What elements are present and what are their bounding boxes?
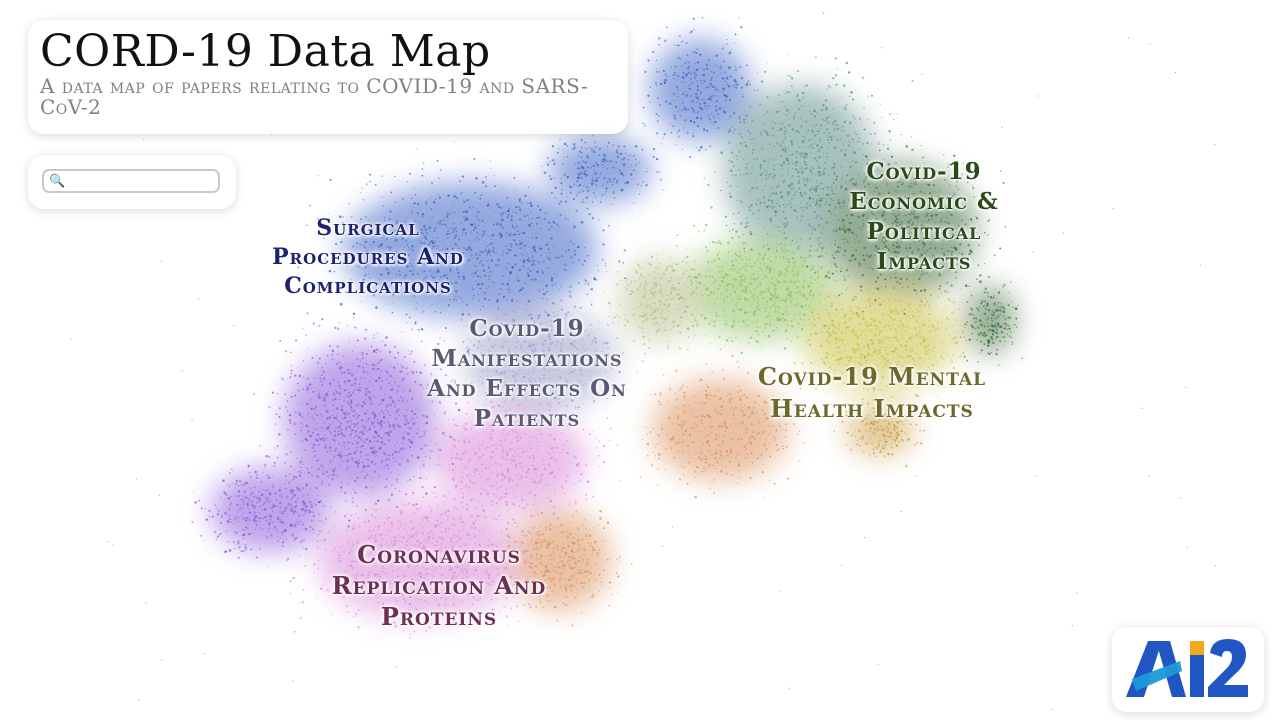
cluster-label-line: Patients (473, 405, 581, 432)
region-wash (652, 379, 788, 481)
cluster-label-line: Surgical (316, 215, 420, 241)
region-wash (509, 509, 611, 611)
search-icon: 🔍 (49, 174, 66, 189)
cluster-label-line: Procedures And (272, 244, 464, 270)
search-box[interactable]: 🔍 (42, 169, 220, 193)
ai2-logo-panel[interactable]: AI2 (1112, 627, 1264, 712)
page-subtitle: A data map of papers relating to COVID-1… (40, 74, 589, 119)
cluster-label-surgical[interactable]: Surgical Procedures And Complications (248, 214, 488, 301)
cluster-label-line: Coronavirus (357, 540, 521, 569)
cluster-label-manifestations[interactable]: Covid-19 Manifestations And Effects On Pati… (404, 314, 650, 434)
cluster-label-line: Covid-19 (866, 158, 982, 185)
region-wash (683, 239, 837, 341)
cluster-label-line: Complications (284, 273, 452, 299)
region-wash (463, 309, 617, 411)
ai2-logo: AI2 (1126, 639, 1248, 697)
region-wash (342, 182, 598, 318)
cluster-label-economic[interactable]: Covid-19 Economic & Political Impacts (826, 157, 1022, 277)
cluster-label-line: Manifestations (431, 345, 623, 372)
region-wash (283, 343, 437, 497)
cluster-label-line: Political (866, 218, 982, 245)
cluster-label-coronavirus[interactable]: Coronavirus Replication And Proteins (306, 539, 572, 632)
page-title: CORD-19 Data Map (40, 26, 491, 77)
cluster-label-line: Economic & (849, 188, 999, 215)
region-wash (846, 404, 914, 456)
region-wash (549, 136, 651, 204)
search-input[interactable] (66, 172, 218, 192)
cluster-label-line: Impacts (876, 248, 972, 275)
cluster-label-line: Covid-19 Mental (757, 362, 987, 391)
cluster-label-line: Proteins (380, 602, 498, 631)
title-panel: CORD-19 Data Map A data map of papers re… (28, 20, 628, 134)
search-panel: 🔍 (28, 155, 236, 209)
cluster-label-line: Health Impacts (770, 394, 974, 423)
cluster-label-mental[interactable]: Covid-19 Mental Health Impacts (734, 361, 1010, 425)
region-wash (964, 286, 1016, 354)
cluster-label-line: Replication And (331, 571, 547, 600)
paper-points (70, 12, 1216, 710)
cluster-label-line: And Effects On (427, 375, 627, 402)
cluster-label-line: Covid-19 (469, 315, 585, 342)
